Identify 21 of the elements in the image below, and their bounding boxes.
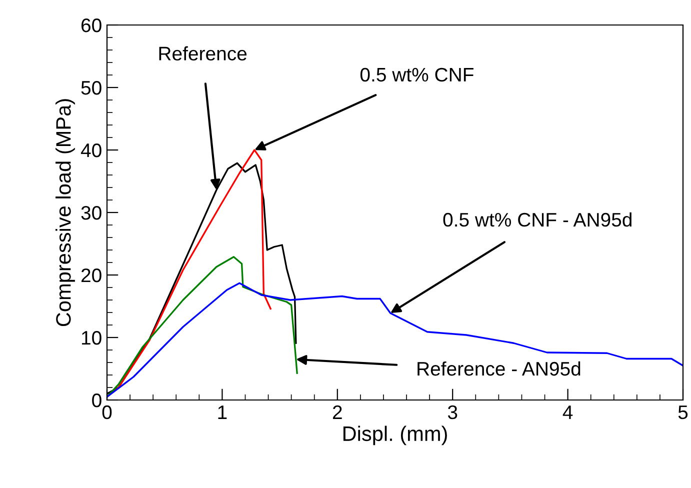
annotation: Reference - AN95d — [418, 361, 580, 376]
y-tick-label: 50 — [81, 80, 102, 95]
x-tick-label: 5 — [678, 406, 688, 420]
y-tick-label: 30 — [81, 206, 102, 220]
y-tick-label: 40 — [80, 143, 102, 158]
line-series — [107, 282, 683, 398]
y-axis-title: Compressive load (MPa) — [56, 99, 75, 326]
annotation: 0.5 wt% CNF — [360, 68, 474, 82]
annotation: 0.5 wt% CNF - AN95d — [443, 212, 632, 227]
y-tick-label: 60 — [82, 18, 102, 32]
annotation: Reference — [159, 46, 247, 60]
line-series — [107, 256, 298, 398]
x-tick-label: 3 — [448, 405, 458, 420]
y-tick-label: 20 — [81, 268, 102, 282]
x-tick-label: 2 — [332, 405, 342, 419]
x-tick-label: 0 — [102, 405, 112, 420]
x-tick-label: 1 — [218, 406, 227, 419]
x-axis-title: Displ. (mm) — [343, 426, 447, 446]
y-tick-label: 10 — [82, 330, 102, 345]
y-tick-label: 0 — [92, 393, 102, 408]
x-tick-label: 4 — [562, 406, 573, 419]
